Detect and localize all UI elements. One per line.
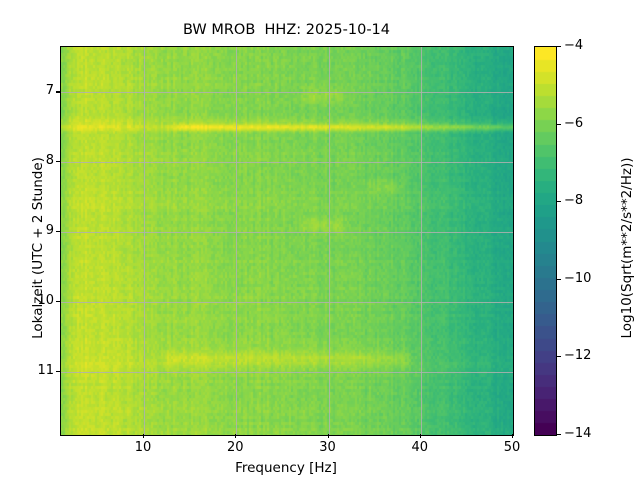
colorbar-tick-label: −6 — [564, 115, 584, 131]
colorbar-tick-label: −4 — [564, 38, 584, 53]
x-axis-tick-label: 40 — [411, 440, 429, 455]
colorbar-tick — [557, 123, 561, 125]
y-axis-tick — [56, 371, 60, 373]
x-axis-tick — [512, 434, 514, 438]
colorbar-tick-label: −8 — [564, 193, 584, 209]
colorbar-tick-label: −12 — [564, 348, 592, 364]
colorbar-tick-label: −10 — [564, 270, 592, 286]
y-axis-tick-label: 9 — [45, 223, 54, 239]
y-axis-label: Lokalzeit (UTC + 2 Stunde) — [30, 157, 46, 339]
x-axis-tick-label: 10 — [134, 440, 152, 455]
spectrogram-plot-area[interactable] — [60, 46, 514, 436]
x-axis-tick-label: 50 — [503, 440, 521, 455]
x-axis-tick — [143, 434, 145, 438]
colorbar-tick — [557, 434, 561, 436]
x-axis-label: Frequency [Hz] — [235, 460, 337, 476]
y-axis-tick — [56, 161, 60, 163]
y-axis-tick-label: 10 — [37, 293, 54, 309]
y-axis-tick — [56, 301, 60, 303]
colorbar-tick — [557, 278, 561, 280]
x-axis-tick — [419, 434, 421, 438]
x-axis-tick-label: 20 — [226, 440, 244, 455]
x-axis-tick — [327, 434, 329, 438]
colorbar-tick — [557, 356, 561, 358]
x-axis-tick — [235, 434, 237, 438]
x-axis-tick-label: 30 — [319, 440, 336, 455]
spectrogram-image — [61, 47, 513, 435]
y-axis-tick-label: 8 — [45, 153, 54, 169]
colorbar-gradient — [535, 47, 556, 435]
page-title: BW MROB HHZ: 2025-10-14 — [182, 22, 391, 38]
y-axis-tick-label: 11 — [37, 363, 54, 379]
colorbar-tick — [557, 201, 561, 203]
y-axis-tick — [56, 91, 60, 93]
colorbar — [534, 46, 557, 436]
colorbar-tick — [557, 46, 561, 48]
y-axis-tick-label: 7 — [45, 83, 54, 99]
colorbar-tick-label: −14 — [564, 426, 592, 441]
colorbar-label: Log10(Sqrt(m**2/s**2/Hz)) — [619, 157, 635, 339]
y-axis-tick — [56, 231, 60, 233]
